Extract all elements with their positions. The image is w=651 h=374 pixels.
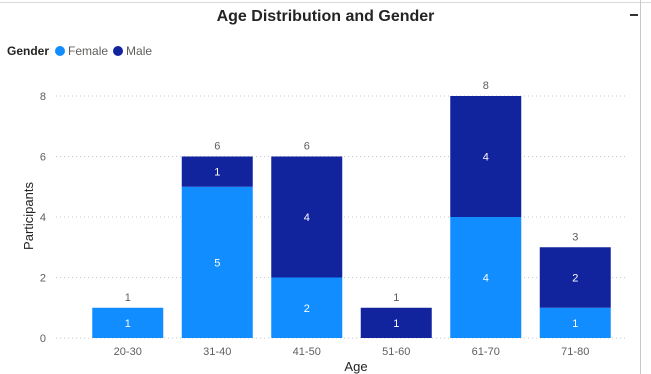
data-label-male: 1 [214,167,220,179]
y-tick-label: 0 [40,333,46,345]
bar-female-61-70[interactable] [450,217,522,338]
bars [92,96,611,338]
y-tick-label: 4 [40,212,46,224]
data-label-female: 1 [125,318,131,330]
data-label-male: 1 [393,318,399,330]
legend: Gender Female Male [7,43,157,59]
legend-swatch-male-icon [113,46,124,56]
legend-title: Gender [7,44,50,58]
legend-item-male[interactable]: Male [113,44,152,58]
x-axis-title: Age [344,359,367,374]
bar-female-41-50[interactable] [271,277,343,339]
total-label: 6 [304,141,310,153]
x-tick-label: 41-50 [293,346,321,358]
bar-male-61-70[interactable] [450,96,522,217]
y-tick-label: 2 [40,273,46,285]
x-tick-label: 31-40 [203,346,231,358]
y-tick-label: 6 [40,152,46,164]
data-label-female: 1 [572,318,578,330]
focus-mode-icon[interactable] [630,14,638,16]
scrollbar-divider [640,0,641,374]
total-label: 1 [125,292,131,304]
data-label-female: 2 [304,303,310,315]
top-border [0,2,651,3]
x-axis-ticks: 20-30 31-40 41-50 51-60 61-70 71-80 [114,346,590,358]
legend-label-female: Female [68,44,109,58]
data-label-male: 4 [483,152,489,164]
bar-male-41-50[interactable] [271,156,343,278]
x-tick-label: 71-80 [561,346,589,358]
data-label-female: 4 [483,273,489,285]
y-tick-label: 8 [40,91,46,103]
x-tick-label: 51-60 [382,346,410,358]
data-label-male: 4 [304,212,310,224]
chart-title: Age Distribution and Gender [216,8,435,25]
bar-male-71-80[interactable] [539,247,611,308]
bar-female-31-40[interactable] [181,186,253,338]
total-label: 6 [214,141,220,153]
data-label-female: 5 [214,257,220,269]
y-axis-ticks: 0 2 4 6 8 [40,91,46,345]
legend-item-female[interactable]: Female [55,44,108,58]
legend-label-male: Male [126,44,153,58]
total-label: 1 [393,292,399,304]
bar-female-71-80[interactable] [539,307,611,338]
y-axis-title: Participants [21,182,36,250]
bar-male-51-60[interactable] [360,307,432,338]
x-tick-label: 20-30 [114,346,142,358]
bar-male-31-40[interactable] [181,156,253,187]
x-tick-label: 61-70 [472,346,500,358]
data-label-male: 2 [572,273,578,285]
bar-female-20-30[interactable] [92,307,164,338]
total-label: 8 [483,80,489,92]
total-label: 3 [572,231,578,243]
legend-swatch-female-icon [55,46,66,56]
